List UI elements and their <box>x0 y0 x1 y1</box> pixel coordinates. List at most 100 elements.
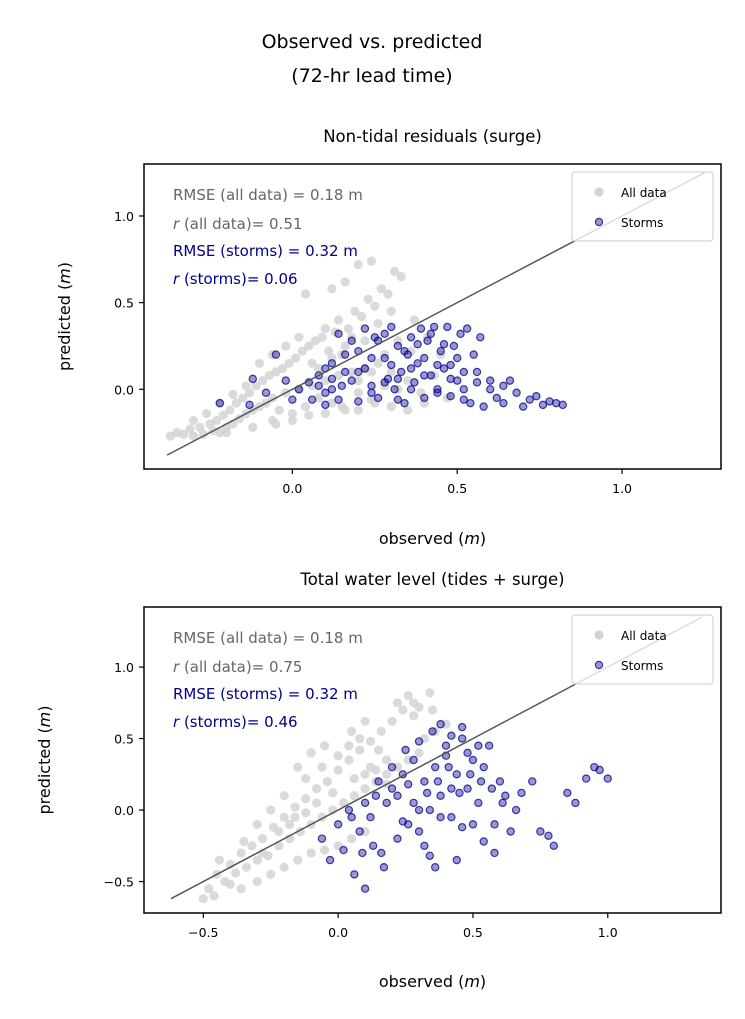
all-data-point <box>360 769 370 779</box>
storm-point <box>447 784 456 793</box>
storm-point <box>400 346 409 356</box>
storm-point <box>321 400 330 410</box>
all-data-point <box>290 812 300 822</box>
storm-point <box>393 395 403 404</box>
storm-point <box>439 340 449 349</box>
all-data-point <box>376 726 386 737</box>
all-data-point <box>258 376 268 386</box>
all-data-point <box>304 341 314 351</box>
storm-point <box>420 393 429 403</box>
storm-point <box>595 765 604 775</box>
all-data-point <box>314 393 324 403</box>
all-data-point <box>225 405 235 415</box>
storm-point <box>492 393 501 403</box>
storm-point <box>398 817 408 826</box>
all-data-point <box>274 405 284 415</box>
storm-point <box>452 770 461 779</box>
storm-point <box>420 371 429 380</box>
storm-point <box>281 376 290 385</box>
all-data-point <box>386 402 396 412</box>
all-data-point <box>252 855 262 865</box>
storm-point <box>456 329 465 339</box>
all-data-point <box>355 733 365 744</box>
all-data-point <box>355 745 365 755</box>
all-data-point <box>427 705 438 715</box>
all-data-point <box>324 346 334 356</box>
storm-point <box>334 329 343 339</box>
all-data-point <box>307 358 317 368</box>
storm-point <box>393 834 402 843</box>
storm-point <box>314 381 323 391</box>
storm-point <box>447 812 456 822</box>
all-data-point <box>327 398 337 408</box>
all-data-point <box>248 422 258 433</box>
storm-point <box>271 350 281 359</box>
legend-marker-storms <box>594 217 604 227</box>
all-data-point <box>236 884 246 894</box>
all-data-point <box>409 315 419 325</box>
panel-title: Total water level (tides + surge) <box>299 570 564 589</box>
storm-point <box>387 784 397 793</box>
storm-point <box>382 798 391 808</box>
all-data-point <box>258 834 268 844</box>
all-data-point <box>353 259 363 270</box>
total-water-level-panel: Total water level (tides + surge) −0.5 0.0… <box>35 570 722 991</box>
storm-point <box>414 737 424 746</box>
all-data-point <box>267 415 278 426</box>
storm-point <box>327 374 337 384</box>
scatter-points <box>198 688 612 904</box>
all-data-point <box>225 879 235 890</box>
all-data-point <box>297 346 307 356</box>
all-data-point <box>376 284 386 294</box>
storm-point <box>436 346 445 356</box>
r-all-text: r (all data)= 0.51 <box>173 215 302 233</box>
all-data-point <box>238 393 248 403</box>
storm-point <box>426 329 436 339</box>
all-data-point <box>311 798 322 808</box>
storm-point <box>495 777 505 786</box>
storm-point <box>476 777 486 786</box>
x-tick-label: 0.5 <box>447 481 467 496</box>
r-storms-text: r (storms)= 0.06 <box>173 270 298 288</box>
rmse-all-text: RMSE (all data) = 0.18 m <box>173 629 363 647</box>
all-data-point <box>360 336 370 346</box>
storm-point <box>532 392 541 401</box>
storm-point <box>393 374 403 384</box>
all-data-point <box>320 741 330 751</box>
storm-point <box>367 381 376 391</box>
x-tick-label: −0.5 <box>188 925 218 940</box>
storm-point <box>307 395 317 404</box>
storm-point <box>525 395 534 404</box>
storm-point <box>441 741 451 750</box>
all-data-point <box>266 869 276 879</box>
all-data-point <box>360 783 370 794</box>
storm-point <box>409 755 418 765</box>
axes-frame <box>143 606 722 914</box>
all-data-point <box>202 408 212 419</box>
x-tick-label: 1.0 <box>612 481 632 496</box>
storm-point <box>490 848 499 858</box>
storm-point <box>479 837 488 846</box>
all-data-point <box>347 726 357 737</box>
all-data-point <box>343 324 354 334</box>
all-data-point <box>365 736 376 747</box>
x-tick-label: 0.0 <box>328 925 348 940</box>
storm-point <box>453 353 462 363</box>
storm-point <box>360 884 370 893</box>
storm-point <box>518 402 528 411</box>
storm-point <box>420 777 429 786</box>
storm-point <box>487 784 497 793</box>
storm-point <box>360 364 370 373</box>
storm-point <box>538 400 548 410</box>
storm-point <box>422 788 432 798</box>
all-data-point <box>274 826 284 837</box>
all-data-point <box>241 862 252 872</box>
storm-point <box>410 378 419 387</box>
storm-point <box>474 741 483 750</box>
storm-point <box>430 863 440 872</box>
all-data-point <box>360 716 370 726</box>
all-data-point <box>198 894 208 904</box>
storm-point <box>367 353 376 363</box>
storm-point <box>325 855 335 865</box>
panel-title: Non-tidal residuals (surge) <box>323 127 542 146</box>
